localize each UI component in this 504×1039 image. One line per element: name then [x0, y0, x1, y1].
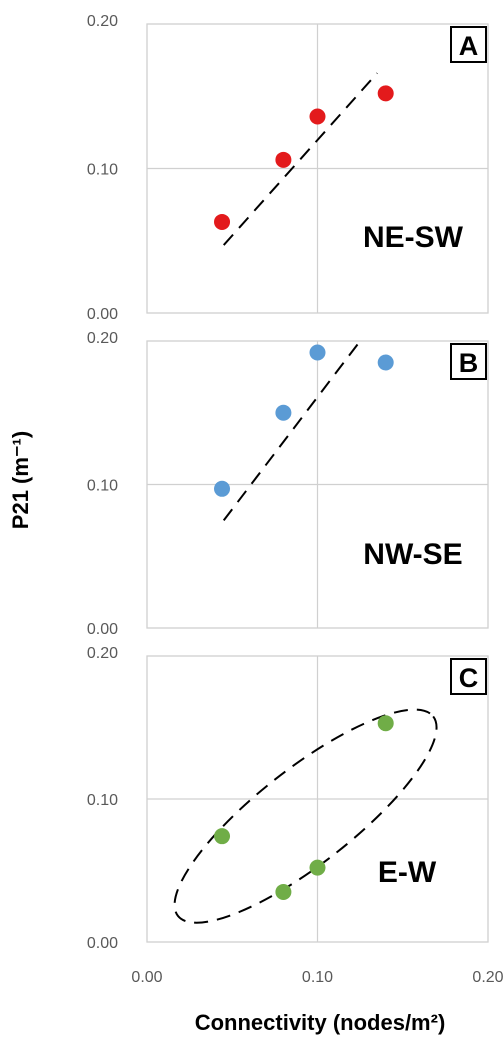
data-point — [377, 354, 394, 371]
data-point — [214, 828, 231, 845]
y-tick-label: 0.00 — [87, 621, 118, 638]
y-tick-label: 0.10 — [87, 478, 118, 495]
trend-ellipse — [173, 708, 438, 924]
trend-line — [222, 340, 361, 521]
group-label: E-W — [378, 856, 437, 889]
data-point — [214, 213, 231, 230]
data-point — [275, 151, 292, 168]
data-point — [275, 404, 292, 421]
panel-letter: B — [459, 348, 479, 378]
x-tick-label: 0.20 — [472, 969, 503, 986]
trend-line — [222, 72, 378, 246]
group-label: NW-SE — [363, 538, 462, 571]
panel-letter-box — [450, 658, 487, 695]
y-tick-label: 0.00 — [87, 306, 118, 323]
panel-letter: C — [459, 663, 479, 693]
y-tick-label: 0.20 — [87, 330, 118, 347]
y-tick-label: 0.00 — [87, 935, 118, 952]
panel-letter: A — [459, 31, 479, 61]
y-tick-label: 0.10 — [87, 162, 118, 179]
data-point — [214, 480, 231, 497]
y-tick-label: 0.20 — [87, 645, 118, 662]
panel-c: 0.00 0.10 0.20 C E-W — [87, 645, 489, 952]
data-point — [377, 715, 394, 732]
data-point — [275, 883, 292, 900]
y-tick-label: 0.10 — [87, 792, 118, 809]
data-point — [377, 85, 394, 102]
x-tick-label: 0.00 — [131, 969, 162, 986]
y-axis-title: P21 (m⁻¹) — [8, 431, 33, 529]
panel-b: 0.00 0.10 0.20 B NW-SE — [87, 330, 489, 638]
data-point — [309, 859, 326, 876]
group-label: NE-SW — [363, 221, 464, 254]
y-tick-label: 0.20 — [87, 13, 118, 30]
x-axis-ticks: 0.00 0.10 0.20 — [131, 969, 503, 986]
panel-a: 0.00 0.10 0.20 A NE-SW — [87, 13, 489, 323]
panel-letter-box — [450, 26, 487, 63]
panel-letter-box — [450, 343, 487, 380]
x-axis-title: Connectivity (nodes/m²) — [195, 1010, 446, 1035]
x-tick-label: 0.10 — [302, 969, 333, 986]
data-point — [309, 108, 326, 125]
data-point — [309, 344, 326, 361]
